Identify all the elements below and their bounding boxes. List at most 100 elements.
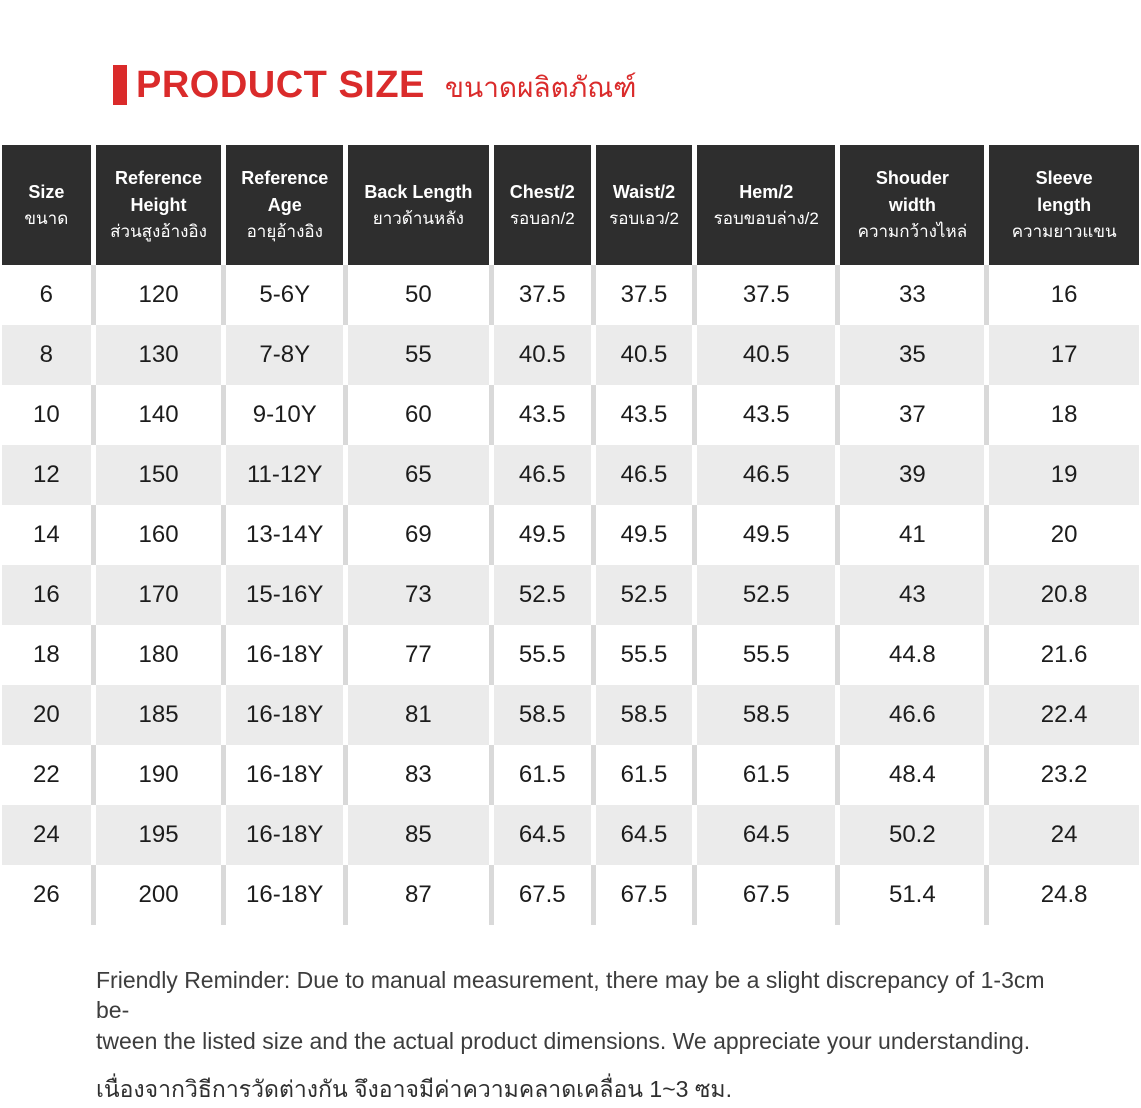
table-cell-back-length: 73 xyxy=(343,565,489,625)
table-cell-chest-half: 55.5 xyxy=(488,625,591,685)
table-cell-reference-age: 16-18Y xyxy=(221,745,344,805)
table-cell-reference-height: 200 xyxy=(90,865,222,925)
header-label-th: รอบอก/2 xyxy=(509,208,575,228)
table-cell-shoulder-width: 48.4 xyxy=(835,745,985,805)
table-cell-size: 10 xyxy=(2,385,91,445)
table-cell-chest-half: 43.5 xyxy=(488,385,591,445)
table-cell-sleeve-length: 23.2 xyxy=(984,745,1139,805)
table-cell-hem-half: 52.5 xyxy=(692,565,836,625)
header-cell-sleeve-length: Sleeve length ความยาวแขน xyxy=(984,145,1139,265)
table-cell-back-length: 65 xyxy=(343,445,489,505)
table-cell-back-length: 77 xyxy=(343,625,489,685)
table-cell-size: 26 xyxy=(2,865,91,925)
table-cell-chest-half: 52.5 xyxy=(488,565,591,625)
table-cell-reference-height: 140 xyxy=(90,385,222,445)
page-title: PRODUCT SIZE ขนาดผลิตภัณฑ์ xyxy=(0,0,1141,108)
page-title-th: ขนาดผลิตภัณฑ์ xyxy=(444,72,637,103)
table-cell-chest-half: 37.5 xyxy=(488,265,591,325)
table-cell-hem-half: 58.5 xyxy=(692,685,836,745)
table-cell-reference-age: 11-12Y xyxy=(221,445,344,505)
table-cell-back-length: 50 xyxy=(343,265,489,325)
table-row-size-20: 20 185 16-18Y 81 58.5 58.5 58.5 46.6 22.4 xyxy=(2,685,1139,745)
table-cell-shoulder-width: 44.8 xyxy=(835,625,985,685)
table-cell-size: 16 xyxy=(2,565,91,625)
table-cell-reference-age: 13-14Y xyxy=(221,505,344,565)
table-cell-sleeve-length: 20 xyxy=(984,505,1139,565)
friendly-reminder-en: Friendly Reminder: Due to manual measure… xyxy=(96,965,1045,1056)
table-cell-chest-half: 46.5 xyxy=(488,445,591,505)
header-label-en: Hem/2 xyxy=(739,181,794,202)
header-label-th: ยาวด้านหลัง xyxy=(372,208,464,228)
table-cell-hem-half: 55.5 xyxy=(692,625,836,685)
header-label-th: ความกว้างไหล่ xyxy=(857,222,968,242)
table-cell-back-length: 69 xyxy=(343,505,489,565)
header-label-th: อายุอ้างอิง xyxy=(246,222,323,242)
header-label-en: Waist/2 xyxy=(612,181,676,202)
table-cell-size: 12 xyxy=(2,445,91,505)
table-cell-sleeve-length: 19 xyxy=(984,445,1139,505)
table-cell-hem-half: 40.5 xyxy=(692,325,836,385)
header-label-en: Reference Age xyxy=(241,168,329,216)
table-row-size-8: 8 130 7-8Y 55 40.5 40.5 40.5 35 17 xyxy=(2,325,1139,385)
table-cell-back-length: 87 xyxy=(343,865,489,925)
table-cell-size: 24 xyxy=(2,805,91,865)
table-cell-shoulder-width: 41 xyxy=(835,505,985,565)
size-table: Size ขนาด Reference Height ส่วนสูงอ้างอิง Re… xyxy=(2,145,1139,925)
table-cell-reference-height: 150 xyxy=(90,445,222,505)
table-cell-shoulder-width: 33 xyxy=(835,265,985,325)
table-cell-back-length: 60 xyxy=(343,385,489,445)
table-cell-reference-age: 5-6Y xyxy=(221,265,344,325)
page-title-en: PRODUCT SIZE xyxy=(136,64,425,106)
table-cell-hem-half: 61.5 xyxy=(692,745,836,805)
table-cell-shoulder-width: 35 xyxy=(835,325,985,385)
table-cell-sleeve-length: 21.6 xyxy=(984,625,1139,685)
table-cell-sleeve-length: 24 xyxy=(984,805,1139,865)
table-row-size-24: 24 195 16-18Y 85 64.5 64.5 64.5 50.2 24 xyxy=(2,805,1139,865)
table-cell-back-length: 81 xyxy=(343,685,489,745)
friendly-reminder-th: เนื่องจากวิธีการวัดต่างกัน จึงอาจมีค่าคว… xyxy=(96,1076,732,1103)
table-cell-shoulder-width: 37 xyxy=(835,385,985,445)
table-cell-sleeve-length: 16 xyxy=(984,265,1139,325)
table-cell-reference-height: 170 xyxy=(90,565,222,625)
table-cell-reference-height: 190 xyxy=(90,745,222,805)
size-table-header: Size ขนาด Reference Height ส่วนสูงอ้างอิง Re… xyxy=(2,145,1139,265)
table-cell-chest-half: 58.5 xyxy=(488,685,591,745)
table-cell-waist-half: 49.5 xyxy=(590,505,693,565)
friendly-reminder-line: Friendly Reminder: Due to manual measure… xyxy=(96,967,1045,1024)
table-row-size-18: 18 180 16-18Y 77 55.5 55.5 55.5 44.8 21.6 xyxy=(2,625,1139,685)
header-label-en: Chest/2 xyxy=(509,181,575,202)
table-cell-waist-half: 64.5 xyxy=(590,805,693,865)
header-cell-size: Size ขนาด xyxy=(2,145,91,265)
table-cell-reference-age: 16-18Y xyxy=(221,805,344,865)
header-cell-reference-age: Reference Age อายุอ้างอิง xyxy=(221,145,344,265)
table-cell-size: 20 xyxy=(2,685,91,745)
table-row-size-6: 6 120 5-6Y 50 37.5 37.5 37.5 33 16 xyxy=(2,265,1139,325)
table-cell-reference-age: 7-8Y xyxy=(221,325,344,385)
table-cell-chest-half: 49.5 xyxy=(488,505,591,565)
table-row-size-14: 14 160 13-14Y 69 49.5 49.5 49.5 41 20 xyxy=(2,505,1139,565)
table-cell-hem-half: 46.5 xyxy=(692,445,836,505)
table-cell-hem-half: 64.5 xyxy=(692,805,836,865)
table-cell-size: 8 xyxy=(2,325,91,385)
header-cell-shoulder-width: Shouder width ความกว้างไหล่ xyxy=(835,145,985,265)
table-cell-back-length: 55 xyxy=(343,325,489,385)
table-cell-waist-half: 46.5 xyxy=(590,445,693,505)
table-cell-sleeve-length: 22.4 xyxy=(984,685,1139,745)
table-cell-chest-half: 61.5 xyxy=(488,745,591,805)
header-label-th: ส่วนสูงอ้างอิง xyxy=(110,222,207,242)
table-row-size-26: 26 200 16-18Y 87 67.5 67.5 67.5 51.4 24.8 xyxy=(2,865,1139,925)
table-cell-reference-height: 120 xyxy=(90,265,222,325)
table-cell-size: 6 xyxy=(2,265,91,325)
table-cell-reference-height: 185 xyxy=(90,685,222,745)
size-table-body: 6 120 5-6Y 50 37.5 37.5 37.5 33 16 8 130 7-8Y 55 40.5… xyxy=(2,265,1139,925)
table-cell-waist-half: 40.5 xyxy=(590,325,693,385)
friendly-reminder-line: tween the listed size and the actual pro… xyxy=(96,1027,1031,1054)
table-cell-waist-half: 61.5 xyxy=(590,745,693,805)
table-cell-reference-age: 16-18Y xyxy=(221,865,344,925)
header-label-en: Shouder width xyxy=(875,168,949,216)
table-cell-sleeve-length: 20.8 xyxy=(984,565,1139,625)
table-cell-reference-age: 16-18Y xyxy=(221,685,344,745)
table-cell-shoulder-width: 46.6 xyxy=(835,685,985,745)
table-cell-reference-height: 195 xyxy=(90,805,222,865)
table-row-size-22: 22 190 16-18Y 83 61.5 61.5 61.5 48.4 23.2 xyxy=(2,745,1139,805)
